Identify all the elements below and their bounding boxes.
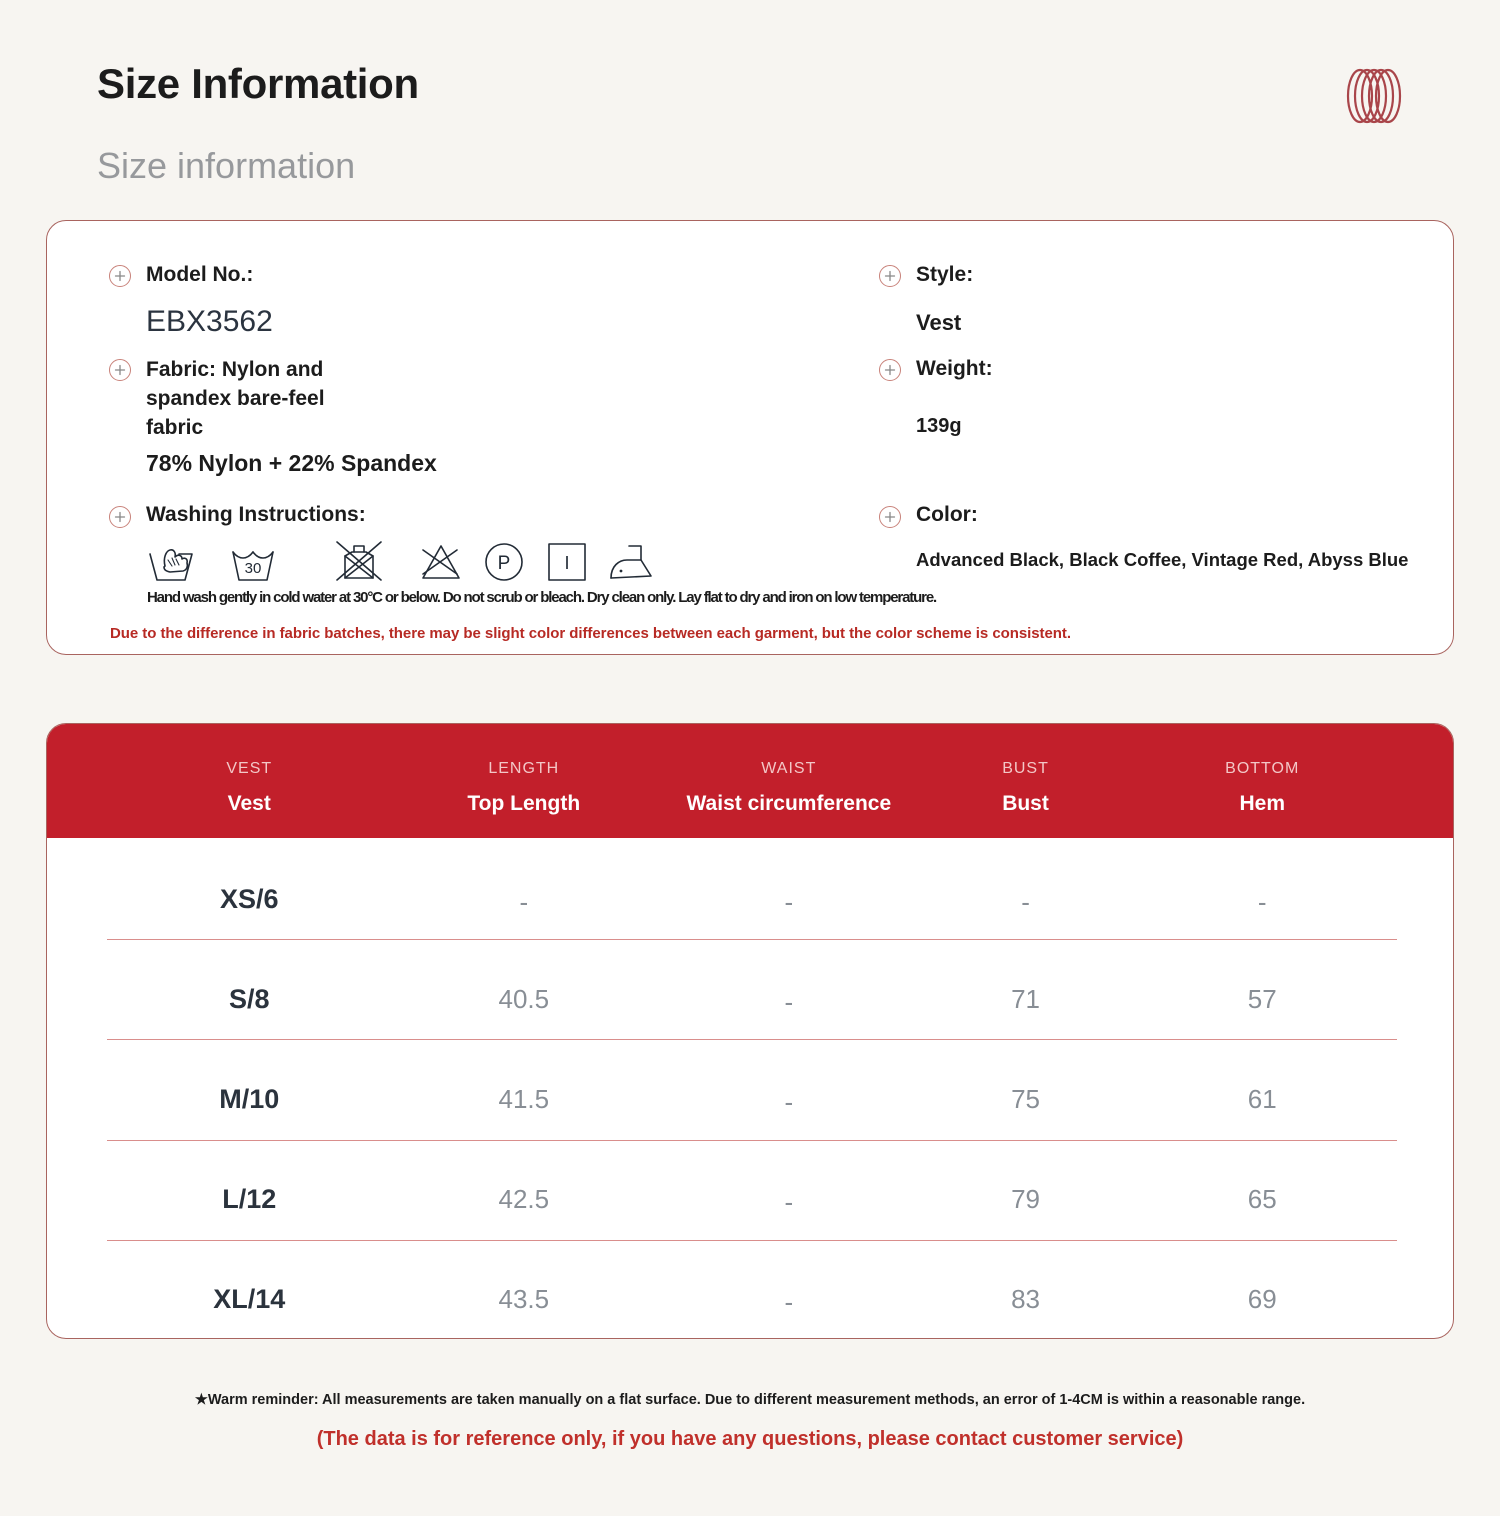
svg-text:I: I bbox=[564, 553, 569, 573]
svg-text:P: P bbox=[498, 553, 511, 574]
svg-text:30: 30 bbox=[245, 560, 262, 577]
